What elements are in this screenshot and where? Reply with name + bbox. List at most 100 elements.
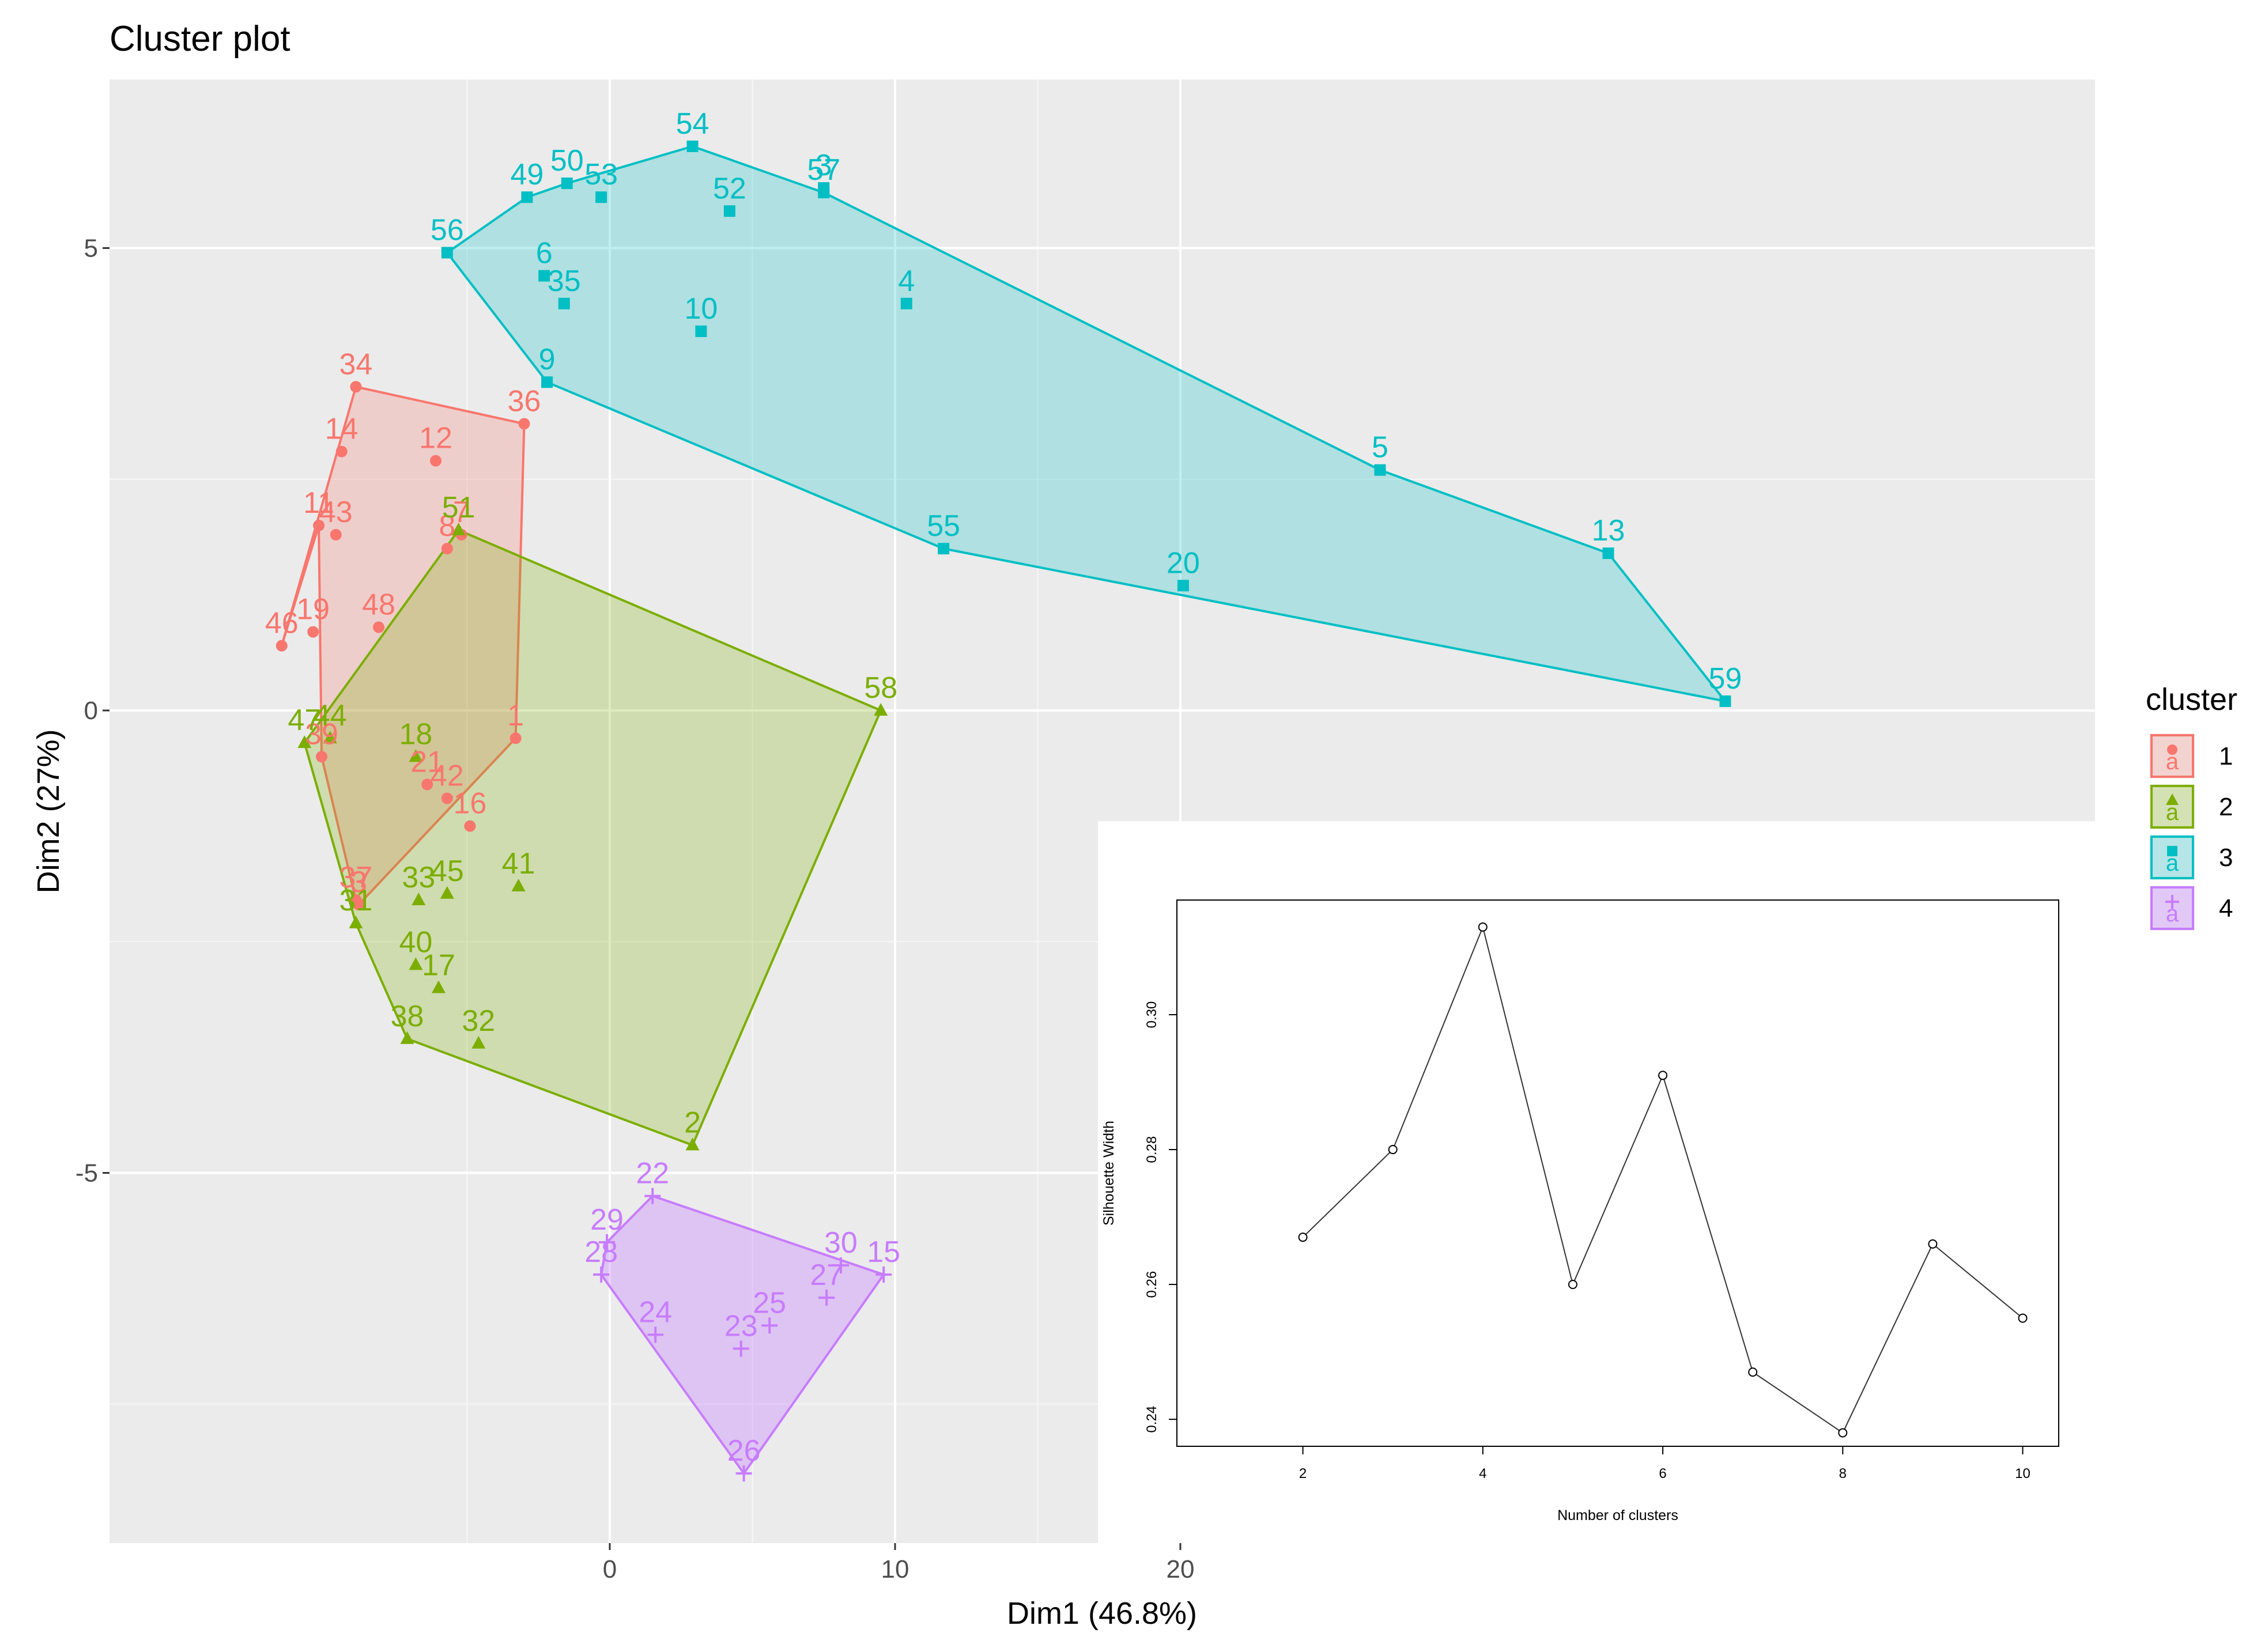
point-label: 51	[442, 491, 475, 524]
cluster-3-point	[558, 297, 570, 309]
axis-ticks: 0 10 20 -5 0 5	[76, 235, 1195, 1584]
y-tick-label: 5	[84, 235, 98, 263]
point-label: 59	[1709, 662, 1742, 695]
cluster-1-point	[441, 543, 453, 555]
legend-key-swatch	[2150, 785, 2194, 829]
silhouette-point	[1838, 1428, 1848, 1438]
point-label: 20	[1167, 546, 1200, 580]
inset-background	[1098, 821, 2095, 1543]
inset-y-tick-label: 0.28	[1144, 1136, 1160, 1163]
inset-x-tick-label: 8	[1839, 1466, 1847, 1481]
point-label: 11	[303, 486, 334, 520]
cluster-4-point	[644, 1188, 661, 1204]
x-tick-label: 10	[881, 1555, 909, 1583]
point-label: 10	[684, 292, 718, 326]
cluster-1-point	[275, 640, 288, 652]
point-label: 33	[402, 861, 435, 894]
cluster-3-point	[723, 205, 735, 217]
cluster-1-point	[373, 621, 385, 633]
cluster-4-point	[875, 1267, 892, 1283]
inset-x-tick-label: 6	[1659, 1466, 1666, 1481]
cluster-2-point	[349, 916, 363, 929]
cluster-1-point	[421, 778, 433, 791]
cluster-3-point	[938, 543, 950, 555]
point-label: 29	[590, 1203, 624, 1237]
legend-entry-label: 1	[2219, 742, 2233, 770]
point-label: 43	[319, 496, 353, 529]
cluster-4-point	[735, 1465, 752, 1482]
point-label: 42	[431, 759, 464, 792]
point-label: 46	[265, 607, 299, 640]
cluster-1-point	[441, 792, 453, 804]
point-label: 37	[339, 861, 373, 894]
point-label: 17	[422, 949, 455, 982]
cluster-3-point	[521, 191, 533, 203]
point-label: 40	[399, 925, 432, 959]
cluster-1-point	[316, 751, 328, 763]
point-label: 1	[507, 699, 524, 732]
point-label: 44	[314, 699, 347, 732]
legend-key-glyph: a	[2166, 850, 2179, 876]
point-label: 55	[927, 509, 960, 543]
x-tick-label: 0	[603, 1555, 617, 1583]
cluster-2-point	[409, 957, 423, 970]
silhouette-point	[1388, 1145, 1398, 1155]
cluster-3-point	[686, 140, 699, 152]
cluster-3-point	[1177, 580, 1189, 592]
cluster-2-point	[874, 703, 888, 716]
point-label: 16	[454, 787, 487, 821]
point-label: 54	[676, 107, 709, 141]
silhouette-point	[2018, 1313, 2028, 1323]
legend-key-marker	[2166, 793, 2179, 805]
inset-plot-frame	[1176, 899, 2059, 1447]
point-label: 5	[1372, 431, 1388, 464]
cluster-legend: cluster a 1 a 2 a 3 a 4	[2146, 682, 2237, 931]
point-label: 3	[350, 865, 367, 899]
point-label: 49	[511, 158, 544, 191]
point-label: 8	[439, 509, 455, 543]
cluster-2-point	[511, 878, 526, 891]
cluster-2-point	[685, 1137, 700, 1151]
cluster-2-point	[432, 980, 446, 993]
legend-key-bg	[2150, 734, 2195, 778]
silhouette-point	[1298, 1233, 1308, 1242]
cluster-4-point	[761, 1317, 778, 1334]
silhouette-point	[1568, 1280, 1577, 1290]
cluster-points	[275, 140, 1731, 1482]
cluster-1-point	[518, 418, 530, 430]
legend-key-marker	[2165, 895, 2179, 909]
legend-key-glyph: a	[2166, 800, 2179, 825]
cluster-2-point	[409, 749, 423, 762]
point-label: 50	[550, 144, 584, 177]
point-label: 9	[539, 343, 556, 376]
cluster-3-point	[818, 187, 830, 199]
point-label: 19	[296, 593, 330, 626]
cluster-2-point	[400, 1031, 414, 1044]
y-tick-label: -5	[76, 1159, 98, 1188]
legend-key-swatch	[2150, 734, 2194, 778]
cluster-1-point	[353, 899, 365, 911]
silhouette-point	[1748, 1367, 1758, 1377]
point-label: 34	[339, 347, 373, 381]
point-label: 58	[864, 671, 897, 705]
point-label: 41	[502, 847, 535, 880]
inset-y-tick-label: 0.24	[1144, 1406, 1160, 1433]
inset-x-tick-label: 2	[1299, 1466, 1307, 1481]
cluster-4-point	[733, 1340, 749, 1357]
point-label: 53	[584, 158, 618, 191]
cluster-4-point	[593, 1267, 610, 1283]
point-label: 23	[724, 1309, 758, 1343]
point-label: 24	[639, 1295, 672, 1329]
legend-key-bg	[2150, 835, 2195, 880]
point-label: 30	[824, 1226, 858, 1260]
y-tick-label: 0	[84, 697, 98, 725]
point-label: 35	[548, 264, 581, 298]
point-label: 21	[410, 745, 444, 778]
legend-entry-label: 2	[2219, 793, 2233, 821]
cluster-1-point	[330, 529, 342, 541]
main-title: Cluster plot	[110, 19, 290, 59]
point-label: 47	[288, 704, 321, 737]
cluster-2-point	[323, 731, 337, 744]
legend-key-marker	[2167, 744, 2177, 755]
